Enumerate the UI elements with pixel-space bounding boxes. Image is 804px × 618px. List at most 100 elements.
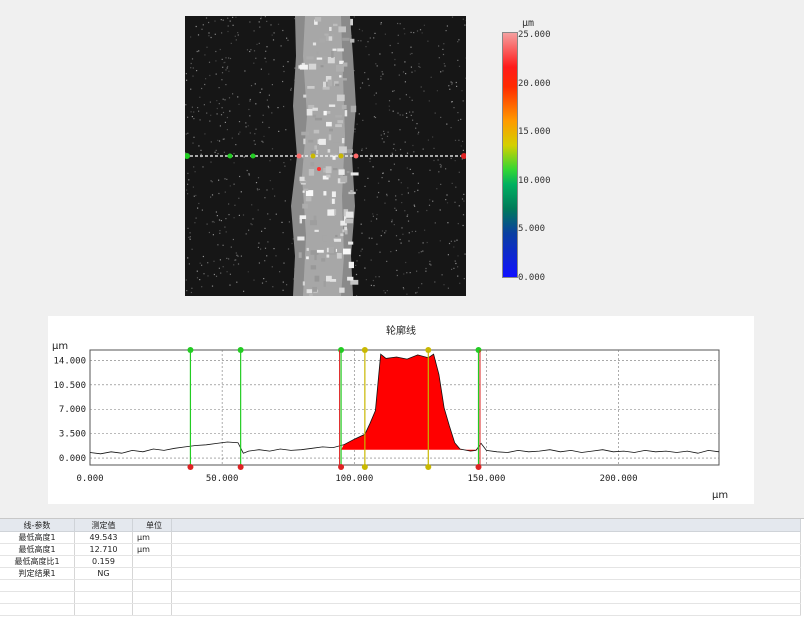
texture-speck	[433, 160, 434, 161]
texture-speck	[285, 129, 286, 130]
texture-speck	[230, 21, 231, 22]
texture-speck	[380, 24, 381, 25]
trace-particle	[323, 82, 326, 88]
trace-particle	[332, 191, 336, 197]
green-marker-handle[interactable]	[228, 154, 233, 159]
texture-speck	[262, 122, 263, 123]
texture-speck	[262, 283, 263, 284]
trace-particle	[329, 129, 333, 132]
red-marker-bottom-handle	[187, 464, 193, 470]
texture-speck	[384, 203, 385, 204]
texture-speck	[360, 251, 361, 252]
texture-speck	[237, 32, 238, 33]
texture-speck	[267, 241, 268, 242]
texture-speck	[233, 264, 234, 265]
column-header[interactable]: 测定值	[75, 519, 133, 532]
texture-speck	[261, 231, 262, 232]
trace-particle	[340, 233, 343, 236]
texture-speck	[371, 285, 372, 286]
texture-speck	[434, 281, 435, 282]
height-map-image[interactable]	[185, 16, 466, 296]
green-marker-top-handle	[338, 347, 344, 353]
texture-speck	[394, 208, 395, 209]
color-scale-tick: 15.000	[518, 127, 551, 137]
trace-particle	[350, 280, 358, 285]
texture-speck	[371, 238, 372, 239]
texture-speck	[210, 162, 211, 163]
texture-speck	[456, 86, 457, 87]
texture-speck	[266, 46, 267, 47]
texture-speck	[410, 47, 411, 48]
trace-particle	[307, 289, 313, 293]
trace-particle	[309, 64, 316, 70]
green-marker-handle[interactable]	[251, 154, 256, 159]
texture-speck	[228, 258, 229, 259]
y-tick-label: 14.000	[53, 356, 86, 366]
yellow-marker-handle[interactable]	[339, 154, 344, 159]
texture-speck	[195, 171, 196, 172]
trace-particle	[303, 191, 305, 193]
texture-speck	[274, 196, 275, 197]
column-header[interactable]: 单位	[133, 519, 172, 532]
y-tick-label: 7.000	[59, 405, 86, 415]
texture-speck	[388, 181, 389, 182]
texture-speck	[197, 208, 198, 209]
texture-speck	[268, 107, 269, 108]
texture-speck	[203, 24, 204, 25]
texture-speck	[428, 140, 429, 141]
texture-speck	[443, 54, 444, 55]
trace-particle	[309, 294, 313, 296]
texture-speck	[246, 126, 247, 127]
texture-speck	[272, 148, 273, 149]
red-marker-handle[interactable]	[297, 154, 302, 159]
texture-speck	[217, 244, 218, 245]
texture-speck	[466, 78, 467, 79]
color-scale-tick: 20.000	[518, 79, 551, 89]
texture-speck	[202, 210, 203, 211]
texture-speck	[276, 214, 277, 215]
texture-speck	[257, 190, 258, 191]
table-row[interactable]: 最低高度1 49.543 μm	[0, 532, 801, 544]
texture-speck	[417, 211, 418, 212]
table-row[interactable]: 最低高度比1 0.159	[0, 556, 801, 568]
texture-speck	[227, 67, 228, 68]
y-axis-unit: μm	[52, 341, 68, 352]
texture-speck	[437, 90, 438, 91]
texture-speck	[385, 230, 386, 231]
value-cell: 12.710	[75, 544, 133, 556]
trace-particle	[351, 172, 359, 175]
texture-speck	[247, 170, 248, 171]
trace-particle	[312, 287, 317, 292]
texture-speck	[259, 43, 260, 44]
texture-speck	[216, 100, 217, 101]
texture-speck	[442, 70, 443, 71]
texture-speck	[440, 117, 441, 118]
measurement-table: 线-参数 测定值 单位 最低高度1 49.543 μm 最低高度1 12.710…	[0, 519, 801, 616]
texture-speck	[260, 92, 261, 93]
texture-speck	[259, 21, 260, 22]
trace-particle	[333, 49, 337, 51]
height-map-canvas	[185, 16, 466, 296]
texture-speck	[187, 193, 188, 194]
texture-speck	[388, 132, 389, 133]
texture-speck	[238, 198, 239, 199]
yellow-marker-handle[interactable]	[311, 154, 316, 159]
texture-speck	[219, 140, 220, 141]
texture-speck	[381, 235, 382, 236]
table-row[interactable]: 最低高度1 12.710 μm	[0, 544, 801, 556]
texture-speck	[215, 34, 216, 35]
texture-speck	[405, 262, 406, 263]
texture-speck	[444, 65, 445, 66]
column-header[interactable]: 线-参数	[0, 519, 75, 532]
texture-speck	[382, 177, 383, 178]
red-marker-handle[interactable]	[354, 154, 359, 159]
texture-speck	[414, 70, 415, 71]
table-row[interactable]: 判定结果1 NG	[0, 568, 801, 580]
texture-speck	[187, 228, 188, 229]
texture-speck	[441, 165, 442, 166]
texture-speck	[411, 53, 412, 54]
texture-speck	[256, 182, 257, 183]
texture-speck	[385, 34, 386, 35]
texture-speck	[429, 199, 430, 200]
